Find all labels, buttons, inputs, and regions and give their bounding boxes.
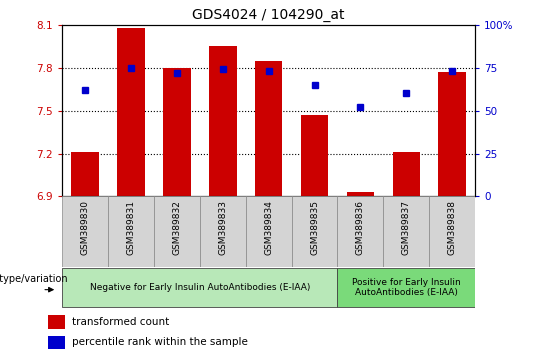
Text: Positive for Early Insulin
AutoAntibodies (E-IAA): Positive for Early Insulin AutoAntibodie… [352, 278, 461, 297]
Bar [301, 115, 328, 196]
FancyBboxPatch shape [154, 196, 200, 267]
Text: GSM389834: GSM389834 [264, 200, 273, 255]
Bar [48, 336, 65, 349]
FancyBboxPatch shape [246, 196, 292, 267]
Bar [71, 152, 99, 196]
FancyBboxPatch shape [292, 196, 338, 267]
Bar [393, 152, 420, 196]
FancyBboxPatch shape [429, 196, 475, 267]
Bar [347, 192, 374, 196]
FancyBboxPatch shape [200, 196, 246, 267]
FancyBboxPatch shape [62, 196, 108, 267]
Text: GSM389832: GSM389832 [172, 200, 181, 255]
Text: GSM389831: GSM389831 [126, 200, 136, 255]
FancyBboxPatch shape [62, 268, 338, 307]
Text: genotype/variation: genotype/variation [0, 274, 68, 284]
Text: Negative for Early Insulin AutoAntibodies (E-IAA): Negative for Early Insulin AutoAntibodie… [90, 283, 310, 292]
FancyBboxPatch shape [338, 268, 475, 307]
Text: GSM389836: GSM389836 [356, 200, 365, 255]
FancyBboxPatch shape [383, 196, 429, 267]
Text: GSM389837: GSM389837 [402, 200, 411, 255]
Title: GDS4024 / 104290_at: GDS4024 / 104290_at [192, 8, 345, 22]
FancyBboxPatch shape [108, 196, 154, 267]
Bar [117, 28, 145, 196]
Text: GSM389835: GSM389835 [310, 200, 319, 255]
Bar [48, 315, 65, 329]
Bar [438, 72, 466, 196]
Text: GSM389830: GSM389830 [80, 200, 90, 255]
Bar [209, 46, 237, 196]
Bar [255, 61, 282, 196]
Text: GSM389833: GSM389833 [218, 200, 227, 255]
Text: percentile rank within the sample: percentile rank within the sample [72, 337, 248, 348]
FancyBboxPatch shape [338, 196, 383, 267]
Bar [163, 68, 191, 196]
Text: transformed count: transformed count [72, 317, 169, 327]
Text: GSM389838: GSM389838 [448, 200, 457, 255]
